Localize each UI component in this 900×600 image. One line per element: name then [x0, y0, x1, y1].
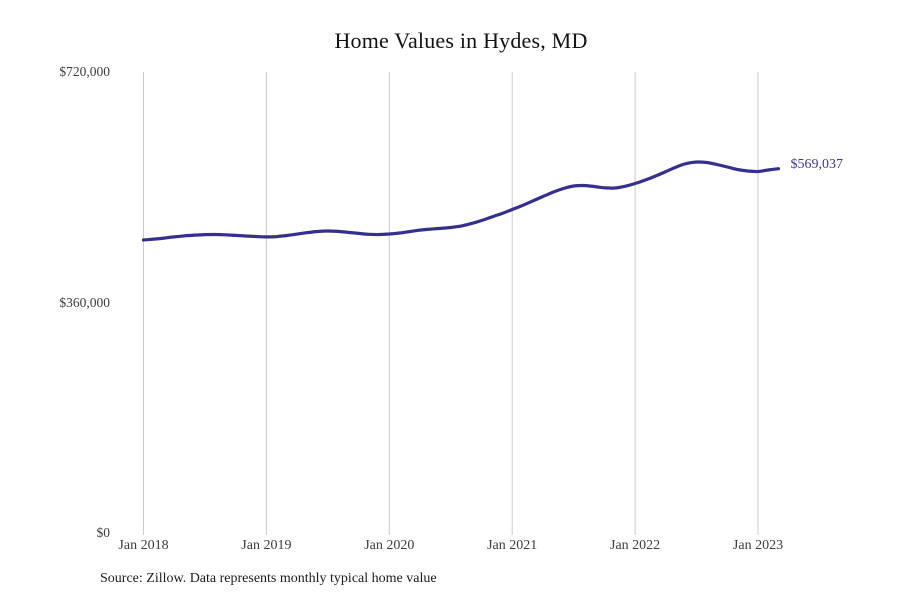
end-value-label: $569,037 [790, 156, 843, 172]
x-tick-label: Jan 2023 [732, 538, 784, 553]
x-tick-label: Jan 2018 [118, 538, 169, 553]
y-tick-label: $0 [96, 525, 111, 540]
y-tick-label: $360,000 [59, 294, 110, 310]
x-tick-label: Jan 2020 [364, 538, 415, 553]
y-tick-label: $720,000 [59, 64, 110, 79]
home-value-line [141, 160, 781, 242]
x-tick-label: Jan 2022 [610, 538, 661, 553]
x-tick-label: Jan 2021 [487, 538, 538, 553]
source-note: Source: Zillow. Data represents monthly … [100, 571, 437, 586]
gridlines [143, 72, 759, 535]
x-tick-label: Jan 2019 [241, 538, 292, 553]
chart-title: Home Values in Hydes, MD [334, 28, 588, 53]
